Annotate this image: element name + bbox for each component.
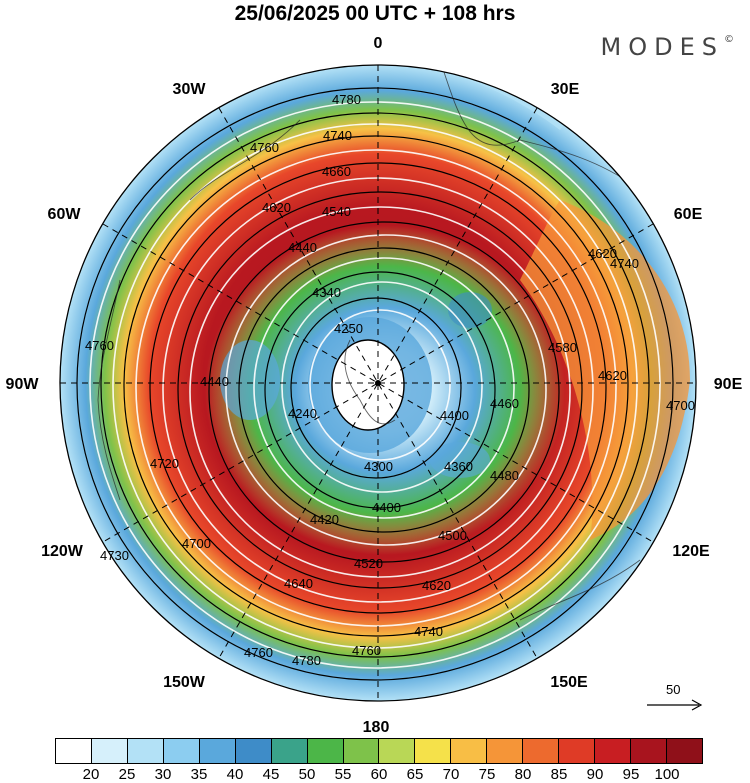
contour-label: 4440 [200, 374, 229, 389]
contour-label: 4760 [244, 645, 273, 660]
contour-label: 4760 [352, 643, 381, 658]
contour-label: 4740 [610, 256, 639, 271]
contour-label: 4240 [288, 406, 317, 421]
colorbar-tick-label: 20 [82, 766, 100, 783]
modes-logo: MODES© [601, 33, 734, 61]
contour-label: 4740 [414, 624, 443, 639]
contour-label: 4730 [100, 548, 129, 563]
copyright-mark: © [724, 34, 734, 45]
colorbar-swatch [163, 739, 200, 763]
contour-label: 4620 [422, 578, 451, 593]
colorbar-swatch [631, 739, 667, 763]
contour-label: 4620 [262, 200, 291, 215]
colorbar-swatch [56, 739, 92, 763]
colorbar-tick-label: 95 [622, 766, 640, 783]
contour-label: 4620 [598, 368, 627, 383]
north-pole-marker [375, 380, 381, 386]
colorbar-swatch [666, 739, 702, 763]
colorbar-swatch [451, 739, 488, 763]
wind-scale-value: 50 [666, 682, 681, 697]
colorbar-tick-label: 90 [586, 766, 604, 783]
colorbar-swatch [595, 739, 631, 763]
contour-label: 4660 [322, 164, 351, 179]
lon-label: 60E [674, 206, 703, 223]
streamlines [89, 101, 661, 669]
colorbar-swatch [307, 739, 344, 763]
colorbar-tick-label: 25 [118, 766, 136, 783]
colorbar-swatch [343, 739, 380, 763]
contour-label: 4720 [150, 456, 179, 471]
contour-label: 4780 [332, 92, 361, 107]
colorbar-swatch [523, 739, 560, 763]
lon-label: 60W [48, 206, 82, 223]
contour-label: 4780 [292, 653, 321, 668]
lon-label: 0 [374, 35, 383, 52]
contour-label: 4400 [372, 500, 401, 515]
coastlines [97, 65, 641, 621]
colorbar-tick-label: 75 [478, 766, 496, 783]
colorbar-swatch [559, 739, 596, 763]
contour-label: 4640 [284, 576, 313, 591]
contour-label: 4460 [490, 396, 519, 411]
colorbar-tick-label: 35 [190, 766, 208, 783]
colorbar-tick-label: 70 [442, 766, 460, 783]
contour-label: 4300 [364, 459, 393, 474]
colorbar-tick-label: 85 [550, 766, 568, 783]
colorbar-tick-label: 100 [654, 766, 680, 783]
contour-label: 4340 [312, 285, 341, 300]
contour-label: 4360 [444, 459, 473, 474]
colorbar-swatch [199, 739, 236, 763]
contour-label: 4740 [323, 128, 352, 143]
colorbar-swatch [91, 739, 128, 763]
lon-label: 150W [163, 674, 206, 691]
colorbar-swatch [127, 739, 164, 763]
lon-label: 30W [173, 81, 207, 98]
contour-label: 4520 [354, 556, 383, 571]
colorbar-tick-label: 50 [298, 766, 316, 783]
colorbar-swatch [235, 739, 272, 763]
height-contours [76, 87, 674, 681]
lon-label: 120E [672, 543, 710, 560]
colorbar-tick-label: 80 [514, 766, 532, 783]
contour-label: 4400 [440, 408, 469, 423]
contour-labels: 4780 4760 4740 4660 4620 4540 4440 4340 … [85, 92, 695, 668]
contour-label: 4700 [666, 398, 695, 413]
contour-label: 4420 [310, 512, 339, 527]
contour-label: 4250 [334, 321, 363, 336]
contour-label: 4620 [588, 246, 617, 261]
contour-label: 4480 [490, 468, 519, 483]
contour-label: 4440 [288, 240, 317, 255]
wind-speed-colorbar [55, 738, 703, 764]
contour-label: 4500 [438, 528, 467, 543]
lon-label: 150E [550, 674, 588, 691]
colorbar-tick-label: 45 [262, 766, 280, 783]
colorbar-swatch [487, 739, 524, 763]
lon-label: 90E [714, 376, 743, 393]
graticule [60, 65, 696, 701]
colorbar-swatch [379, 739, 416, 763]
lon-label: 120W [41, 543, 84, 560]
polar-map: 0 30E 60E 90E 120E 150E 180 150W 120W 90… [6, 35, 743, 735]
colorbar-tick-label: 60 [370, 766, 388, 783]
colorbar-tick-label: 30 [154, 766, 172, 783]
colorbar-swatch [415, 739, 452, 763]
lon-label: 90W [6, 376, 40, 393]
lon-label: 180 [363, 719, 390, 735]
contour-label: 4760 [250, 140, 279, 155]
colorbar-ticks: 20 25 30 35 40 45 50 55 60 65 70 75 80 85 90 95 100 [55, 766, 703, 783]
contour-label: 4540 [322, 204, 351, 219]
contour-label: 4700 [182, 536, 211, 551]
contour-label: 4760 [85, 338, 114, 353]
arrow-right-icon [647, 699, 703, 711]
colorbar-tick-label: 55 [334, 766, 352, 783]
colorbar-tick-label: 40 [226, 766, 244, 783]
map-title: 25/06/2025 00 UTC + 108 hrs [234, 2, 516, 25]
contour-label: 4580 [548, 340, 577, 355]
lon-label: 30E [551, 81, 580, 98]
colorbar-tick-label: 65 [406, 766, 424, 783]
brand-name: MODES [600, 33, 724, 61]
colorbar-swatch [271, 739, 308, 763]
longitude-labels: 0 30E 60E 90E 120E 150E 180 150W 120W 90… [6, 35, 743, 735]
